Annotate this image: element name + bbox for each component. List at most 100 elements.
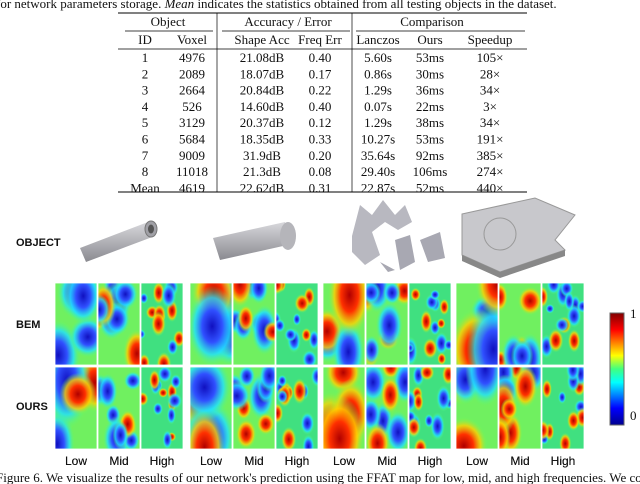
cell: 1 [142,50,149,65]
cell: 36ms [416,83,444,98]
heatmap-blob [98,373,118,410]
cell: Mean [130,180,160,195]
heatmap-border [97,366,141,450]
colorbar-label: 0 [630,408,637,423]
group-header: Comparison [400,14,464,29]
cell: 3129 [179,115,205,130]
frequency-label: Mid [510,454,529,468]
heatmap-blob [64,283,97,325]
heatmap-border [455,366,499,450]
heatmap-blob [190,367,232,422]
cell: 0.08 [309,164,332,179]
heatmap-blob [301,349,318,365]
cell: 0.40 [309,99,332,114]
cell: 7 [142,148,149,163]
heatmap-blob [557,390,567,404]
cell: 274× [477,164,504,179]
heatmap-blob [190,285,232,365]
heatmap-border [232,366,276,450]
heatmap-border [408,366,452,450]
heatmap-border [455,282,499,366]
heatmap-blob [475,283,498,317]
cell: 0.40 [309,50,332,65]
heatmap-panel [499,367,541,449]
heatmap-border [97,282,141,366]
heatmap-blob [436,385,451,412]
heatmap-border [541,282,585,366]
heatmap-blob [157,367,173,383]
heatmap-blob [439,298,450,316]
heatmap-blob [559,432,572,449]
cell: 191× [477,132,504,147]
cell: 385× [477,148,504,163]
heatmap-blob [190,410,225,449]
table-caption: for network parameters storage. Mean ind… [0,0,557,12]
cell: 0.20 [309,148,332,163]
figure-caption: Figure 6. We visualize the results of ou… [0,470,640,484]
cell: 22.62dB [240,180,285,195]
frequency-label: Mid [109,454,128,468]
heatmap-blob [366,335,381,365]
heatmap-panel [276,367,318,449]
heatmap-blob [499,416,511,449]
heatmap-blob [141,391,149,407]
heatmap-blob [565,367,580,382]
heatmap-blob [327,283,365,338]
heatmap-blob [413,392,424,412]
heatmap-border [322,366,366,450]
heatmap-blob [276,283,285,295]
cell: 34× [480,83,500,98]
cell: 22ms [416,99,444,114]
heatmap-border [365,282,409,366]
column-header: Shape Acc [234,32,289,47]
frequency-label: Mid [510,454,529,468]
heatmap-blob [160,283,177,309]
cell: 4976 [179,50,206,65]
heatmap-blob [545,303,555,314]
heatmap-blob [263,320,275,343]
heatmap-border [140,282,184,366]
row-label: OURS [16,401,48,413]
heatmap-blob [122,328,140,365]
heatmap-border [365,366,409,450]
heatmap-blob [510,339,534,365]
heatmap-blob [429,289,441,300]
heatmap-blob [276,318,286,333]
cell: 0.07s [364,99,392,114]
heatmap-blob [576,299,584,314]
colorbar [609,312,625,426]
heatmap-blob [413,437,428,449]
heatmap-blob [300,411,315,435]
heatmap-blob [98,294,111,325]
heatmap-border [408,282,452,366]
cell: 0.17 [309,66,332,81]
cell: 38ms [416,115,444,130]
frequency-label: High [418,454,443,468]
heatmap-panel [499,283,541,365]
cell: 526 [182,99,202,114]
heatmap-blob [276,403,284,424]
column-header: ID [138,32,152,47]
heatmap-blob [233,283,254,309]
cell: 9009 [179,148,205,163]
heatmap-blob [548,328,564,353]
heatmap-blob [284,327,297,342]
heatmap-blob [233,380,251,411]
cell: 0.12 [309,115,332,130]
cell: 3× [483,99,497,114]
heatmap-panel [233,367,275,449]
heatmap-blob [465,367,498,407]
heatmap-panel [233,283,275,365]
heatmap-blob [419,367,435,381]
heatmap-blob [302,434,315,449]
heatmap-blob [323,395,365,449]
frequency-label: High [150,454,175,468]
cell: 11018 [176,164,208,179]
cell: 5.60s [364,50,392,65]
cell: 0.22 [309,83,332,98]
cell: 92ms [416,148,444,163]
column-header: Ours [417,32,442,47]
heatmap-blob [237,304,255,333]
